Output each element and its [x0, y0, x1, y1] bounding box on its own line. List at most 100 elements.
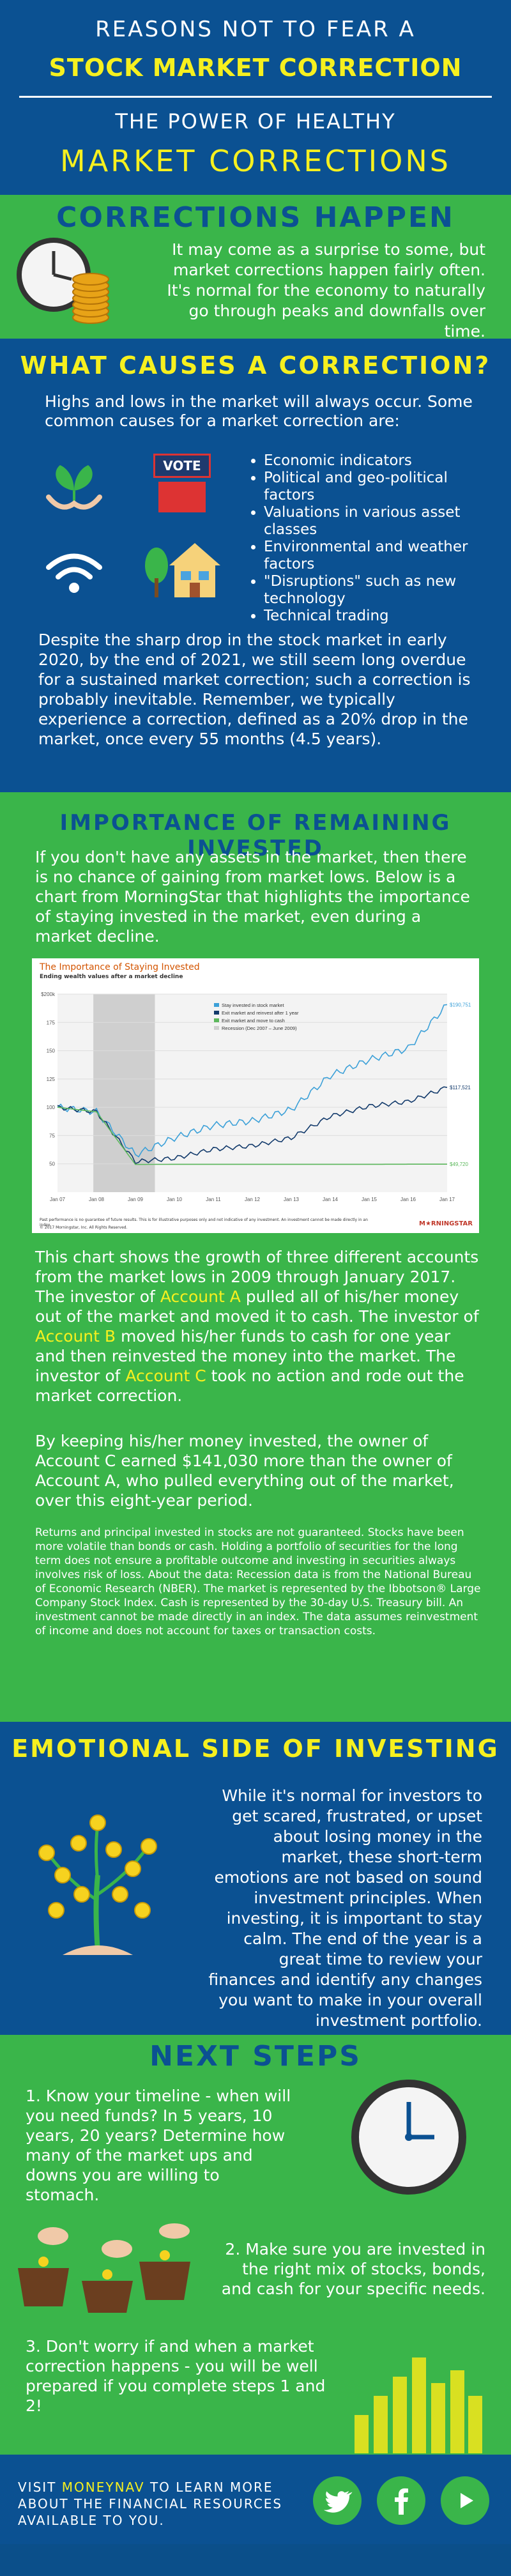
legend-entry: Exit market and reinvest after 1 year	[222, 1010, 299, 1016]
causes-intro: Highs and lows in the market will always…	[45, 392, 473, 430]
youtube-button[interactable]	[441, 2476, 489, 2525]
y-tick-label: 125	[47, 1077, 56, 1082]
vote-label: VOTE	[153, 454, 211, 478]
legend-swatch	[214, 1018, 219, 1022]
footer-rest: TO LEARN MORE ABOUT THE FINANCIAL RESOUR…	[18, 2480, 283, 2528]
play-icon	[461, 2493, 473, 2508]
chart-copyright: © 2017 Morningstar, Inc. All Rights Rese…	[40, 1225, 128, 1230]
x-tick-label: Jan 07	[50, 1197, 66, 1202]
cause-item: Technical trading	[264, 608, 494, 625]
emotional-text: While it's normal for investors to get s…	[208, 1786, 482, 2030]
recession-band	[93, 994, 155, 1192]
account-c: Account C	[125, 1367, 206, 1385]
x-tick-label: Jan 13	[284, 1197, 300, 1202]
causes-heading: WHAT CAUSES A CORRECTION?	[20, 351, 491, 379]
growth-bars-icon	[355, 2358, 482, 2453]
clock-icon	[351, 2080, 466, 2195]
cause-item: "Disruptions" such as new technology	[264, 573, 494, 608]
cause-item: Political and geo-political factors	[264, 470, 494, 504]
legend-entry: Stay invested in stock market	[222, 1002, 284, 1008]
p1-part: pulled all of his/her money out of the m…	[35, 1287, 479, 1326]
invested-section: IMPORTANCE OF REMAINING INVESTED If you …	[0, 792, 511, 1722]
series-reinvest	[57, 1086, 448, 1165]
invested-intro: If you don't have any assets in the mark…	[35, 848, 470, 946]
facebook-icon	[395, 2488, 408, 2515]
x-tick-label: Jan 10	[167, 1197, 183, 1202]
cause-item: Environmental and weather factors	[264, 539, 494, 573]
morningstar-logo: M★RNINGSTAR	[419, 1220, 473, 1227]
corrections-text: It may come as a surprise to some, but m…	[167, 240, 485, 339]
account-a: Account A	[160, 1287, 241, 1306]
clock-coins-icon	[17, 238, 109, 324]
y-tick-label: $200k	[41, 992, 56, 997]
step1-text: 1. Know your timeline - when will you ne…	[26, 2087, 291, 2204]
corrections-heading: CORRECTIONS HAPPEN	[56, 201, 455, 234]
p1-part: took no action and rode out the market c…	[35, 1367, 464, 1405]
legend-entry: Recession (Dec 2007 – June 2009)	[222, 1025, 297, 1031]
series-cash	[57, 1107, 447, 1165]
footer-visit: VISIT	[18, 2480, 62, 2495]
twitter-icon	[324, 2491, 353, 2513]
footer-section: VISIT MONEYNAV TO LEARN MORE ABOUT THE F…	[0, 2455, 511, 2544]
wifi-icon	[46, 553, 102, 593]
series-stay-invested	[57, 1004, 448, 1158]
header-line3: THE POWER OF HEALTHY	[115, 109, 396, 134]
subheader-section: THE POWER OF HEALTHY MARKET CORRECTIONS	[0, 96, 511, 195]
causes-list: Economic indicators Political and geo-po…	[246, 452, 494, 625]
invested-paragraph2: By keeping his/her money invested, the o…	[35, 1432, 454, 1510]
invested-disclaimer: Returns and principal invested in stocks…	[35, 1526, 481, 1637]
vote-icon: VOTE	[153, 454, 211, 514]
x-tick-label: Jan 11	[206, 1197, 221, 1202]
header-line2: STOCK MARKET CORRECTION	[49, 54, 462, 82]
cause-item: Economic indicators	[264, 452, 494, 470]
p1-part: moved his/her funds to cash for one year…	[35, 1327, 456, 1385]
chart-panel: The Importance of Staying Invested Endin…	[32, 958, 479, 1233]
x-tick-label: Jan 17	[439, 1197, 455, 1202]
legend-swatch	[214, 1003, 219, 1007]
divider	[19, 96, 492, 98]
y-tick-label: 100	[47, 1105, 56, 1110]
house-icon	[145, 543, 220, 597]
legend-swatch	[214, 1011, 219, 1015]
causes-section: WHAT CAUSES A CORRECTION? Highs and lows…	[0, 339, 511, 792]
cause-item: Valuations in various asset classes	[264, 504, 494, 539]
chart-title: The Importance of Staying Invested	[40, 962, 200, 972]
x-tick-label: Jan 09	[128, 1197, 144, 1202]
y-tick-label: 75	[49, 1133, 55, 1138]
next-steps-heading: NEXT STEPS	[149, 2040, 362, 2073]
x-tick-label: Jan 15	[362, 1197, 378, 1202]
invested-heading: IMPORTANCE OF REMAINING INVESTED	[59, 810, 452, 861]
emotional-section: EMOTIONAL SIDE OF INVESTING While it's n…	[0, 1722, 511, 2035]
x-tick-label: Jan 14	[323, 1197, 339, 1202]
header-section: REASONS NOT TO FEAR A STOCK MARKET CORRE…	[0, 0, 511, 96]
x-tick-label: Jan 16	[400, 1197, 416, 1202]
step2-text: 2. Make sure you are invested in the rig…	[221, 2240, 485, 2298]
corrections-section: CORRECTIONS HAPPEN It may come as a surp…	[0, 195, 511, 339]
end-value-label: $190,751	[450, 1002, 471, 1008]
footer-text: VISIT MONEYNAV TO LEARN MORE ABOUT THE F…	[18, 2479, 299, 2529]
ballot-box	[158, 482, 206, 512]
header-line1: REASONS NOT TO FEAR A	[95, 17, 416, 42]
facebook-button[interactable]	[377, 2476, 425, 2525]
legend-entry: Exit market and move to cash	[222, 1018, 285, 1023]
invested-paragraph1: This chart shows the growth of three dif…	[35, 1247, 482, 1406]
chart-subtitle: Ending wealth values after a market decl…	[40, 974, 183, 980]
p1-part: This chart shows the growth of three dif…	[35, 1248, 479, 1306]
causes-paragraph: Despite the sharp drop in the stock mark…	[38, 631, 471, 748]
next-steps-section: NEXT STEPS 1. Know your timeline - when …	[0, 2035, 511, 2455]
step3-text: 3. Don't worry if and when a market corr…	[26, 2337, 326, 2415]
x-tick-label: Jan 12	[245, 1197, 261, 1202]
footer-brand-link[interactable]: MONEYNAV	[61, 2480, 145, 2495]
y-tick-label: 150	[47, 1048, 56, 1054]
end-value-label: $117,521	[450, 1085, 471, 1091]
emotional-heading: EMOTIONAL SIDE OF INVESTING	[11, 1735, 500, 1763]
x-tick-label: Jan 08	[89, 1197, 105, 1202]
seed-pots-icon	[18, 2223, 190, 2313]
chart-footnote: Past performance is no guarantee of futu…	[40, 1218, 368, 1227]
twitter-button[interactable]	[313, 2476, 362, 2525]
money-tree-icon	[38, 1814, 157, 1955]
y-tick-label: 50	[49, 1162, 55, 1167]
account-b: Account B	[35, 1327, 116, 1346]
end-value-label: $49,720	[450, 1162, 468, 1167]
header-line4: MARKET CORRECTIONS	[60, 144, 451, 178]
